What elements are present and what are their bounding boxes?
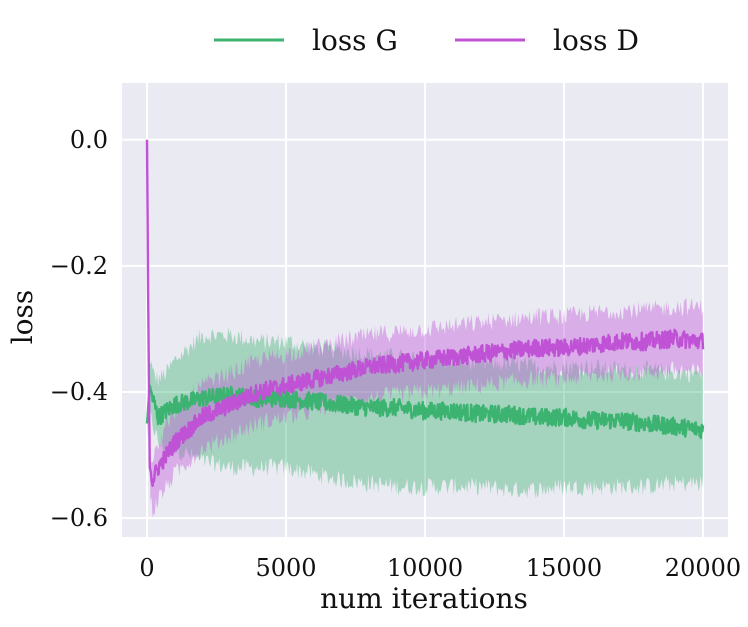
- x-axis-label: num iterations: [320, 582, 528, 615]
- y-axis-label: loss: [6, 290, 39, 345]
- y-tick-label: −0.6: [50, 504, 108, 532]
- y-ticks: 0.0 −0.2 −0.4 −0.6: [50, 126, 108, 532]
- x-tick-label: 20000: [665, 554, 741, 582]
- legend-label-loss-g: loss G: [312, 24, 398, 57]
- loss-chart: 0 5000 10000 15000 20000 0.0 −0.2 −0.4 −0.6 num…: [0, 0, 748, 627]
- x-tick-label: 10000: [387, 554, 463, 582]
- legend-label-loss-d: loss D: [553, 24, 639, 57]
- x-tick-label: 0: [139, 554, 154, 582]
- x-tick-label: 15000: [526, 554, 602, 582]
- y-tick-label: −0.4: [50, 378, 108, 406]
- y-tick-label: 0.0: [70, 126, 108, 154]
- x-ticks: 0 5000 10000 15000 20000: [139, 554, 741, 582]
- legend: loss G loss D: [214, 24, 639, 57]
- y-tick-label: −0.2: [50, 252, 108, 280]
- x-tick-label: 5000: [255, 554, 316, 582]
